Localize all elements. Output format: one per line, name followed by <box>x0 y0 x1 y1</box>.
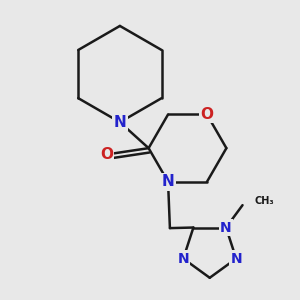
Text: N: N <box>230 252 242 266</box>
Text: N: N <box>178 252 189 266</box>
Text: CH₃: CH₃ <box>255 196 274 206</box>
Text: O: O <box>200 107 213 122</box>
Text: N: N <box>162 174 174 189</box>
Text: N: N <box>220 220 232 235</box>
Text: O: O <box>100 147 113 162</box>
Text: N: N <box>113 115 126 130</box>
